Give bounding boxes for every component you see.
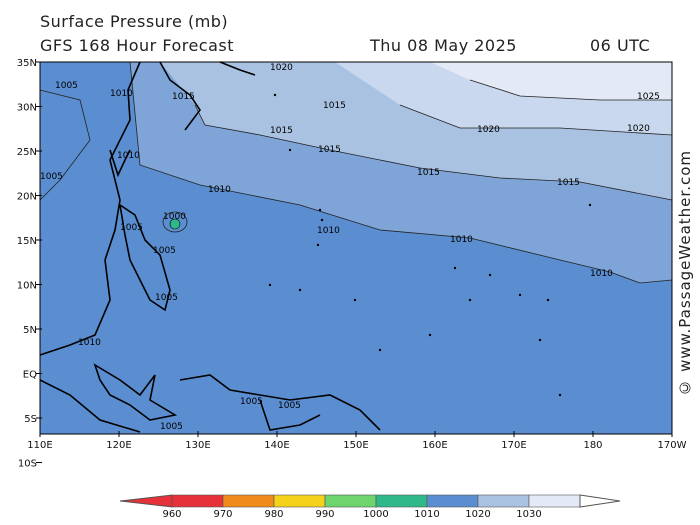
legend-swatch xyxy=(222,494,275,508)
isobar-label: 1015 xyxy=(557,178,580,188)
longitude-label: 160E xyxy=(422,440,447,451)
isobar-label: 1005 xyxy=(55,81,78,91)
latitude-label: 5N xyxy=(23,325,37,336)
legend-swatch xyxy=(171,494,224,508)
legend-value: 1000 xyxy=(363,509,388,520)
forecast-model: GFS 168 Hour Forecast xyxy=(40,36,235,55)
isobar-label: 1000 xyxy=(163,212,186,222)
legend-swatch xyxy=(426,494,479,508)
map-title: Surface Pressure (mb) xyxy=(40,12,229,31)
isobar-label: 1020 xyxy=(270,63,293,73)
isobar-label: 1010 xyxy=(208,185,231,195)
latitude-label: 10N xyxy=(17,281,37,292)
legend-value: 990 xyxy=(315,509,334,520)
legend-high-arrow xyxy=(579,494,621,508)
latitude-label: 35N xyxy=(17,58,37,69)
isobar-label: 1005 xyxy=(240,397,263,407)
forecast-date: Thu 08 May 2025 xyxy=(370,36,517,55)
isobar-label: 1005 xyxy=(40,172,63,182)
latitude-label: 25N xyxy=(17,147,37,158)
longitude-label: 110E xyxy=(27,440,52,451)
isobar-label: 1005 xyxy=(153,246,176,256)
forecast-time: 06 UTC xyxy=(590,36,651,55)
isobar-value-labels: 1005 1010 1015 1020 1015 1015 1015 1015 … xyxy=(40,63,660,432)
latitude-axis: 35N 30N 25N 20N 15N 10N 5N EQ 5S 10S xyxy=(17,58,42,470)
longitude-label: 170E xyxy=(501,440,526,451)
latitude-label: 5S xyxy=(24,414,37,425)
longitude-label: 130E xyxy=(185,440,210,451)
isobar-label: 1020 xyxy=(477,125,500,135)
isobar-label: 1010 xyxy=(317,226,340,236)
legend-swatch xyxy=(273,494,326,508)
pressure-legend: 960 970 980 990 1000 1010 1020 1030 xyxy=(119,494,621,520)
low-centre-marker xyxy=(169,218,181,230)
isobar-label: 1015 xyxy=(270,126,293,136)
watermark: © www.PassageWeather.com xyxy=(676,150,694,397)
latitude-label: EQ xyxy=(23,370,37,381)
longitude-label: 170W xyxy=(658,440,687,451)
legend-value: 1020 xyxy=(465,509,490,520)
isobar-label: 1005 xyxy=(278,401,301,411)
isobar-label: 1005 xyxy=(120,223,143,233)
isobar-label: 1010 xyxy=(450,235,473,245)
isobar-label: 1015 xyxy=(172,92,195,102)
isobar-label: 1010 xyxy=(78,338,101,348)
legend-value: 970 xyxy=(213,509,232,520)
isobar-label: 1025 xyxy=(637,92,660,102)
legend-swatch xyxy=(324,494,377,508)
legend-value: 1030 xyxy=(516,509,541,520)
latitude-label: 30N xyxy=(17,103,37,114)
isobar-lines xyxy=(39,61,673,284)
legend-swatch xyxy=(375,494,428,508)
longitude-label: 180 xyxy=(583,440,602,451)
longitude-axis: 110E 120E 130E 140E 150E 160E 170E 180 170W xyxy=(27,431,687,451)
isobar-label: 1005 xyxy=(160,422,183,432)
isobar-label: 1010 xyxy=(117,151,140,161)
isobar-label: 1015 xyxy=(417,168,440,178)
longitude-label: 150E xyxy=(343,440,368,451)
legend-swatch xyxy=(528,494,581,508)
isobar-label: 1005 xyxy=(155,293,178,303)
legend-swatch xyxy=(477,494,530,508)
longitude-label: 140E xyxy=(264,440,289,451)
legend-low-arrow xyxy=(119,494,173,508)
isobar-label: 1015 xyxy=(323,101,346,111)
coastlines xyxy=(39,61,381,433)
longitude-label: 120E xyxy=(106,440,131,451)
isobar-label: 1020 xyxy=(627,124,650,134)
pressure-band-1025 xyxy=(430,62,672,100)
isobar-label: 1015 xyxy=(318,145,341,155)
latitude-label: 10S xyxy=(18,459,37,470)
latitude-label: 15N xyxy=(17,236,37,247)
isobar-label: 1010 xyxy=(590,269,613,279)
latitude-label: 20N xyxy=(17,192,37,203)
isobar-label: 1010 xyxy=(110,89,133,99)
legend-value: 1010 xyxy=(414,509,439,520)
legend-value: 980 xyxy=(264,509,283,520)
legend-value: 960 xyxy=(162,509,181,520)
islands xyxy=(268,93,592,397)
